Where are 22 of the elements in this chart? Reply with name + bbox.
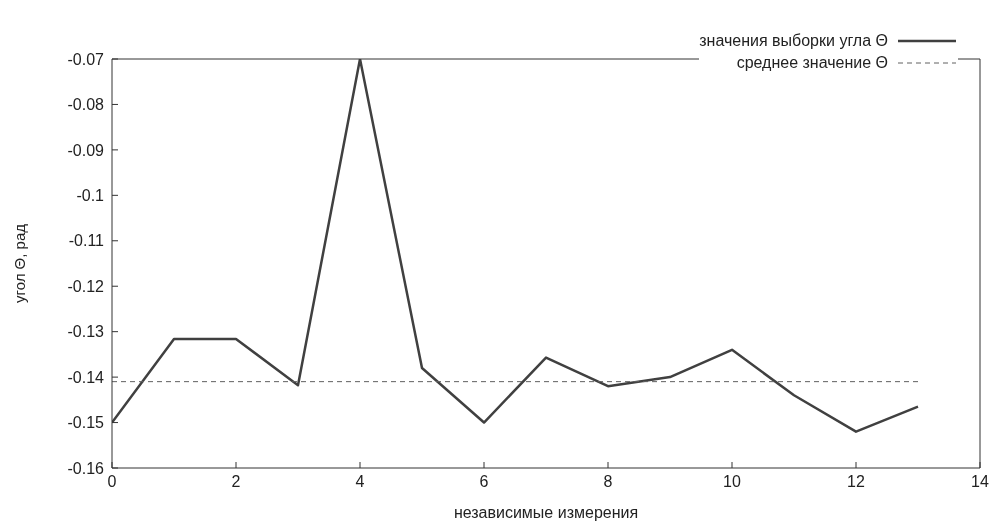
- x-tick-label: 10: [723, 473, 741, 491]
- x-tick-label: 8: [603, 473, 613, 491]
- y-tick-label: -0.11: [68, 232, 105, 250]
- y-tick-label: -0.08: [67, 96, 105, 114]
- y-tick-label: -0.13: [67, 323, 105, 341]
- x-tick-label: 2: [231, 473, 241, 491]
- y-tick-label: -0.16: [67, 459, 105, 477]
- y-tick-label: -0.12: [67, 277, 105, 295]
- y-tick-label: -0.1: [76, 187, 105, 205]
- x-tick-label: 4: [355, 473, 365, 491]
- y-tick-label: -0.15: [67, 414, 105, 432]
- x-axis-title: независимые измерения: [453, 504, 639, 521]
- y-tick-label: -0.14: [67, 368, 105, 386]
- x-tick-label: 0: [107, 473, 117, 491]
- y-axis-title: угол Θ, рад: [11, 223, 29, 304]
- y-tick-label: -0.07: [67, 50, 105, 68]
- x-tick-label: 6: [479, 473, 489, 491]
- legend-label: среднее значение Θ: [736, 54, 888, 72]
- x-tick-label: 12: [847, 473, 865, 491]
- x-tick-label: 14: [971, 473, 989, 491]
- legend-label: значения выборки угла Θ: [699, 32, 888, 50]
- y-tick-label: -0.09: [67, 141, 105, 159]
